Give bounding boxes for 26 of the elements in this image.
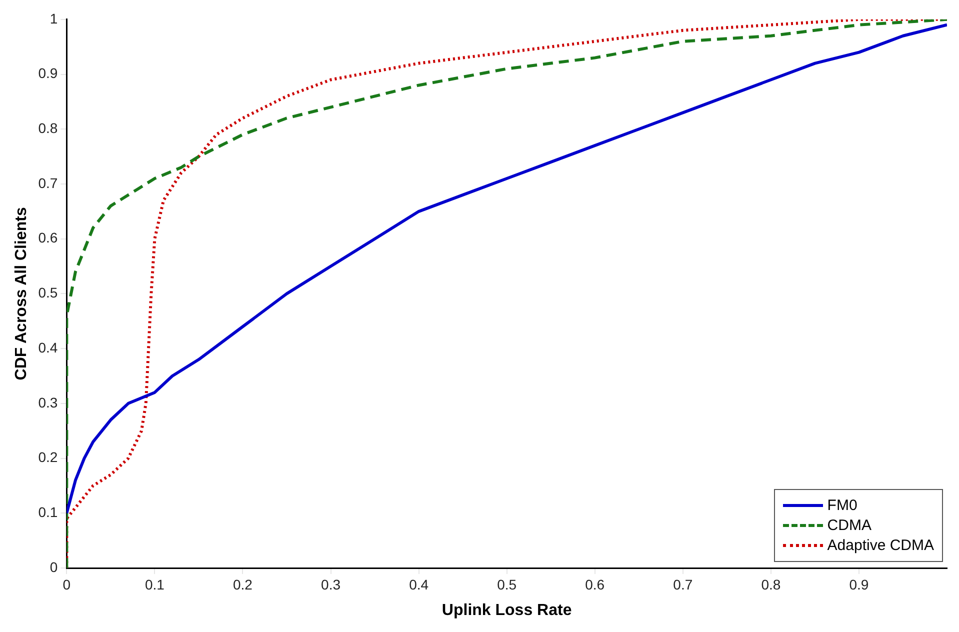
y-tick-label: 0.3: [38, 394, 58, 410]
y-tick-label: 0.8: [38, 120, 58, 136]
y-tick-label: 0.1: [38, 504, 58, 520]
x-tick-label: 0.8: [761, 576, 781, 592]
x-tick-label: 0.2: [232, 576, 253, 592]
y-tick-label: 0.9: [38, 65, 58, 82]
x-tick-label: 0.4: [409, 576, 429, 592]
legend-label: Adaptive CDMA: [827, 537, 934, 554]
x-tick-label: 0: [62, 576, 71, 592]
y-tick-label: 0.7: [38, 174, 58, 191]
x-tick-label: 0.6: [585, 576, 605, 592]
y-axis-title: CDF Across All Clients: [13, 207, 30, 380]
legend-label: FM0: [827, 497, 858, 514]
x-tick-label: 0.1: [144, 576, 165, 592]
y-tick-label: 0: [50, 558, 58, 575]
y-tick-label: 1: [50, 10, 58, 26]
x-tick-label: 0.3: [321, 576, 341, 592]
x-tick-label: 0.5: [497, 576, 517, 592]
x-tick-label: 0.9: [849, 576, 869, 592]
y-tick-label: 0.6: [38, 230, 58, 246]
x-tick-label: 0.7: [673, 576, 693, 592]
legend-label: CDMA: [827, 517, 872, 534]
y-tick-label: 0.2: [38, 449, 58, 466]
y-tick-label: 0.4: [38, 339, 58, 356]
y-tick-label: 0.5: [38, 284, 58, 301]
x-axis-title: Uplink Loss Rate: [442, 602, 572, 619]
